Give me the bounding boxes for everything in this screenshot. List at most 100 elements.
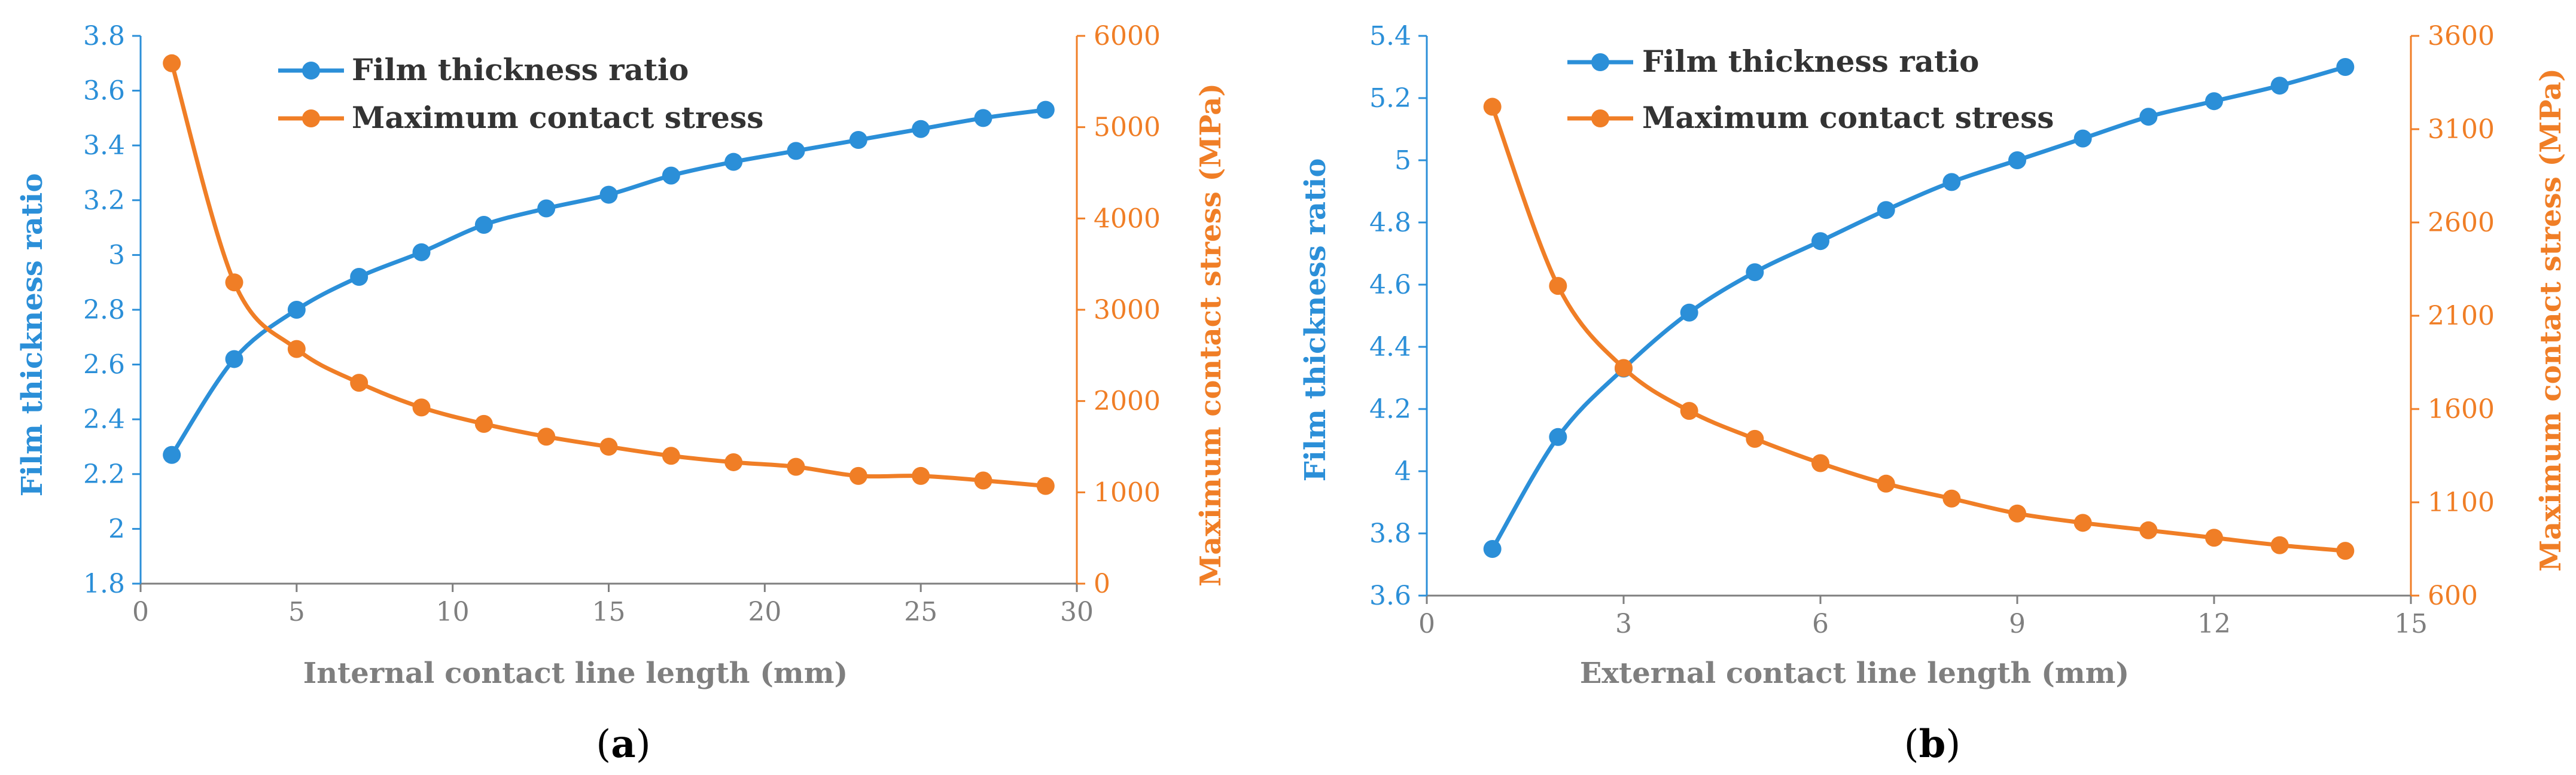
contact-stress-line <box>169 61 1048 489</box>
panel-b-left-y-axis-label: Film thickness ratio <box>1299 158 1332 482</box>
panel-b-x-axis-label: External contact line length (mm) <box>1580 657 2129 690</box>
panel-a-x-axis-label: Internal contact line length (mm) <box>303 657 848 690</box>
contact-stress-point <box>2336 542 2355 560</box>
contact-stress-line <box>1490 105 2347 553</box>
contact-stress-point <box>2073 514 2092 532</box>
right-y-tick-label: 0 <box>1094 569 1110 599</box>
film-thickness-point <box>2336 58 2355 76</box>
panel-b-left-y-ticks: 3.6 3.8 4 4.2 4.4 4.6 4.8 5 5.2 5.4 <box>1369 21 1427 611</box>
left-y-tick-label: 5.4 <box>1369 21 1411 51</box>
left-y-tick-label: 4.6 <box>1369 270 1411 300</box>
contact-stress-point <box>2139 521 2158 539</box>
left-y-tick-label: 3 <box>108 240 125 270</box>
contact-stress-point <box>974 471 992 490</box>
contact-stress-point <box>912 466 930 485</box>
contact-stress-point <box>849 466 867 485</box>
panel-b-chart: 0 3 6 9 12 15 3.6 3.8 4 4.2 4.4 4.6 4.8 5 5.2 5.4 600 1… <box>1299 21 2568 767</box>
contact-stress-point <box>2270 536 2289 554</box>
right-y-tick-label: 2600 <box>2428 208 2495 238</box>
contact-stress-point <box>1483 97 1502 116</box>
film-thickness-point <box>2205 92 2223 111</box>
film-thickness-point <box>1483 540 1502 558</box>
contact-stress-point <box>350 374 369 392</box>
contact-stress-point <box>474 414 493 433</box>
left-y-tick-label: 3.8 <box>1369 518 1411 549</box>
film-thickness-point <box>1680 303 1698 322</box>
right-y-tick-label: 1000 <box>1094 477 1161 508</box>
left-y-tick-label: 4.4 <box>1369 332 1411 362</box>
panel-a-legend-marker-film <box>302 62 320 80</box>
contact-stress-point <box>1036 477 1055 495</box>
film-thickness-point <box>287 301 306 319</box>
contact-stress-point <box>163 54 181 72</box>
panel-a-legend-marker-stress <box>302 109 320 127</box>
panel-a-chart: 0 5 10 15 20 25 30 1.8 2 2.2 2.4 2.6 2.8 3 3.2 3.4 3.6 3… <box>16 21 1228 767</box>
right-y-tick-label: 5000 <box>1094 112 1161 143</box>
contact-stress-point <box>2205 529 2223 547</box>
contact-stress-point <box>1877 474 1895 493</box>
left-y-tick-label: 2.6 <box>83 350 125 380</box>
x-tick-label: 3 <box>1615 609 1632 639</box>
panel-b-legend-marker-stress <box>1591 109 1609 127</box>
panel-a-legend: Film thickness ratio Maximum contact str… <box>278 52 763 135</box>
panel-b-legend-marker-film <box>1591 53 1609 71</box>
panel-b-contact-stress-series <box>1483 97 2355 560</box>
right-y-tick-label: 1600 <box>2428 394 2495 425</box>
contact-stress-point <box>1549 277 1567 295</box>
contact-stress-point <box>225 273 243 292</box>
left-y-tick-label: 3.2 <box>83 185 125 216</box>
film-thickness-point <box>1036 100 1055 119</box>
right-y-tick-label: 4000 <box>1094 203 1161 234</box>
film-thickness-point <box>662 166 680 185</box>
film-thickness-point <box>163 446 181 464</box>
panel-a-legend-label-stress: Maximum contact stress <box>352 100 763 135</box>
left-y-tick-label: 5.2 <box>1369 83 1411 114</box>
right-y-tick-label: 2000 <box>1094 386 1161 417</box>
panel-a-contact-stress-series <box>163 54 1055 495</box>
x-tick-label: 6 <box>1812 609 1829 639</box>
x-tick-label: 15 <box>2394 609 2428 639</box>
panel-b-right-y-axis-label: Maximum contact stress (MPa) <box>2534 68 2568 572</box>
left-y-tick-label: 3.6 <box>83 76 125 106</box>
contact-stress-point <box>2008 504 2026 523</box>
panel-a-left-y-ticks: 1.8 2 2.2 2.4 2.6 2.8 3 3.2 3.4 3.6 3.8 <box>83 21 141 599</box>
contact-stress-point <box>724 453 743 471</box>
left-y-tick-label: 4.8 <box>1369 208 1411 238</box>
film-thickness-point <box>2073 129 2092 148</box>
film-thickness-point <box>912 120 930 138</box>
left-y-tick-label: 4 <box>1394 456 1411 487</box>
left-y-tick-label: 2.4 <box>83 404 125 435</box>
panel-b-right-y-ticks: 600 1100 1600 2100 2600 3100 3600 <box>2411 21 2495 611</box>
film-thickness-point <box>1811 232 1829 251</box>
contact-stress-point <box>599 438 618 456</box>
film-thickness-point <box>1746 263 1764 282</box>
x-tick-label: 0 <box>1418 609 1435 639</box>
panel-b-x-ticks: 0 3 6 9 12 15 <box>1418 596 2428 639</box>
film-thickness-point <box>599 185 618 204</box>
x-tick-label: 5 <box>288 597 305 627</box>
panel-b-legend: Film thickness ratio Maximum contact str… <box>1567 44 2054 135</box>
x-tick-label: 0 <box>132 597 149 627</box>
right-y-tick-label: 3000 <box>1094 295 1161 325</box>
panel-a-legend-label-film: Film thickness ratio <box>352 52 689 87</box>
panel-a-right-y-ticks: 0 1000 2000 3000 4000 5000 6000 <box>1077 21 1161 599</box>
film-thickness-point <box>849 131 867 149</box>
film-thickness-point <box>350 268 369 286</box>
panel-b-legend-label-film: Film thickness ratio <box>1642 44 1979 79</box>
contact-stress-point <box>1615 359 1633 377</box>
left-y-tick-label: 2.2 <box>83 459 125 490</box>
film-thickness-point <box>2139 108 2158 126</box>
film-thickness-point <box>412 243 431 261</box>
contact-stress-point <box>287 340 306 358</box>
left-y-tick-label: 1.8 <box>83 569 125 599</box>
left-y-tick-label: 3.6 <box>1369 581 1411 611</box>
film-thickness-point <box>724 152 743 171</box>
x-tick-label: 10 <box>436 597 470 627</box>
left-y-tick-label: 3.8 <box>83 21 125 51</box>
contact-stress-point <box>1680 402 1698 420</box>
film-thickness-point <box>1877 201 1895 219</box>
left-y-tick-label: 2 <box>108 514 125 544</box>
film-thickness-point <box>1942 173 1961 191</box>
film-thickness-point <box>2270 77 2289 95</box>
